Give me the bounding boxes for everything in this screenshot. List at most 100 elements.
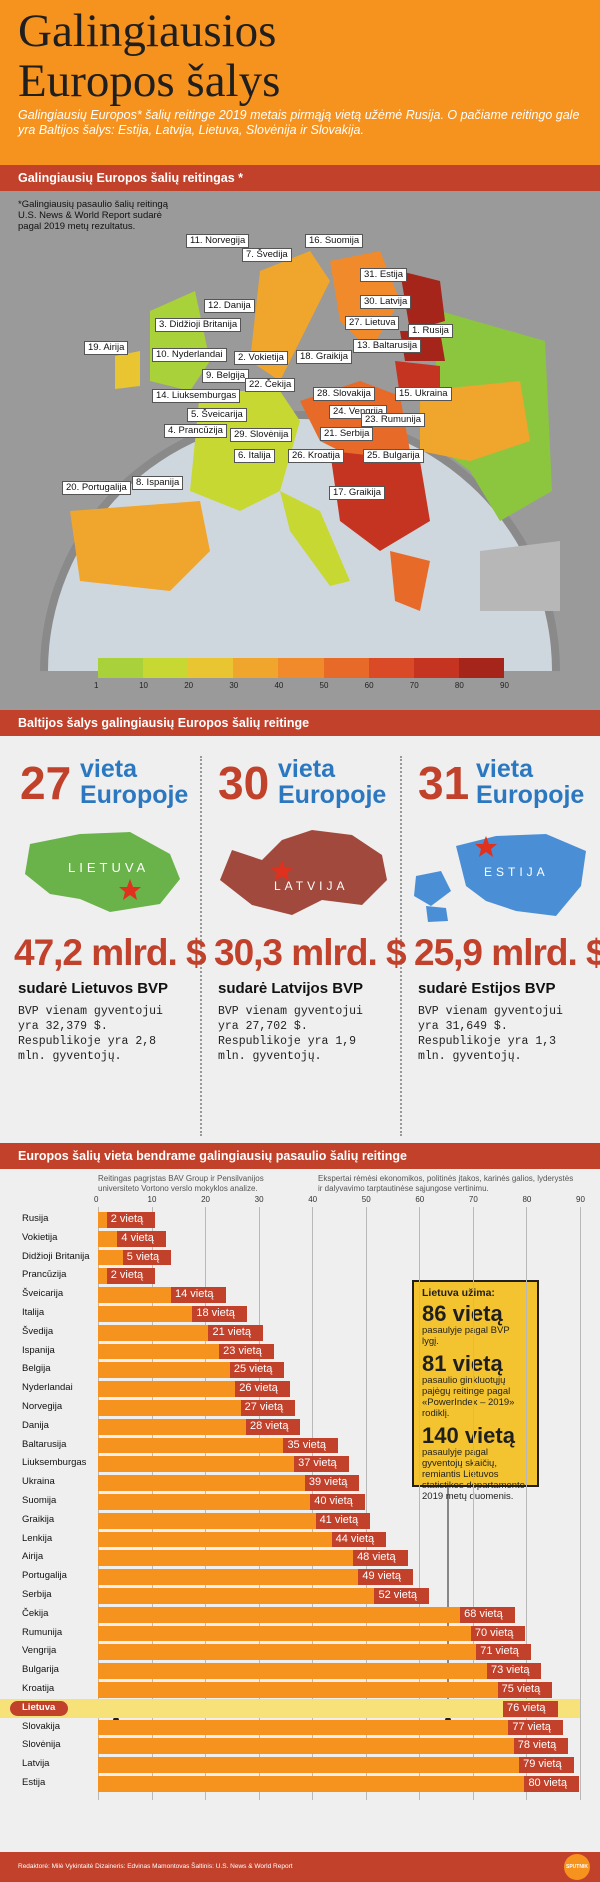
bar [98,1512,318,1529]
turkey-shape [480,541,560,611]
rank-label-2: Europoje [278,781,387,809]
map-label: 13. Baltarusija [353,339,422,353]
bar [98,1362,232,1379]
capital-star-icon [475,836,497,857]
map-label: 1. Rusija [408,324,453,338]
scale-tick-label: 40 [274,681,284,690]
x-tick-label: 50 [361,1195,371,1204]
gdp-caption: sudarė Latvijos BVP [218,980,364,997]
category-label: Vengrija [22,1645,57,1657]
rank-scale-ticks: 1 10 20 30 40 50 60 70 80 90 [94,681,509,693]
lithuania-map-shape: LIETUVA [25,832,180,912]
bar-value-label: 76 vietą [503,1700,558,1717]
gridline [580,1207,581,1800]
estonia-map-shape: ESTIJA [414,834,586,922]
map-section-title: Galingiausių Europos šalių reitingas * [0,165,600,191]
map-country-label: LIETUVA [68,860,149,875]
bar-value-label: 35 vietą [283,1437,338,1454]
scale-tick-label: 70 [409,681,419,690]
bar [98,1701,505,1717]
map-label: 30. Latvija [360,295,412,309]
ireland-shape [115,351,140,389]
map-label: 19. Airija [84,341,129,355]
map-label: 7. Švedija [242,248,292,262]
bar [98,1738,516,1755]
lietuva-callout: Lietuva užima: 86 vietą pasaulyje pagal … [412,1280,539,1502]
bar-value-label: 25 vietą [229,1362,285,1379]
bar [98,1381,238,1397]
scale-swatch [278,658,325,678]
category-label: Didžioji Britanija [22,1250,90,1262]
title-line-2: Europos šalys [18,55,281,107]
rank-label-1: vieta [476,755,533,783]
category-label: Vokietija [22,1231,58,1243]
category-label: Švedija [22,1325,54,1337]
category-label: Čekija [22,1607,49,1619]
category-label: Portugalija [22,1570,67,1582]
bar [98,1268,109,1285]
x-tick-label: 30 [254,1195,264,1204]
category-label: Suomija [22,1495,57,1506]
bar-value-label: 21 vietą [208,1324,263,1341]
map-label: 27. Lietuva [345,316,400,330]
estonia-shape [400,271,445,331]
bar-value-label: 37 vietą [294,1456,349,1473]
map-footnote: *Galingiausių pasaulio šalių reitingą U.… [18,199,168,232]
bar [98,1606,463,1623]
category-label: Rumunija [22,1626,63,1638]
bar [98,1644,479,1661]
map-label: 18. Graikija [296,350,353,364]
bar-value-label: 4 vietą [117,1230,166,1247]
bar [98,1230,120,1247]
bar [98,1418,248,1435]
baltic-col-latvija: 30 vieta Europoje LATVIJA 30,3 mlrd. $ s… [200,736,407,1144]
category-label: Italija [22,1307,45,1318]
scale-tick-label: 30 [229,681,239,690]
x-tick-label: 70 [468,1195,478,1204]
bar-value-label: 2 vietą [106,1268,156,1285]
category-label: Baltarusija [22,1438,67,1450]
x-tick-label: 80 [522,1195,532,1204]
rank-color-scale [98,658,505,678]
callout-text-1: pasaulyje pagal BVP lygį. [422,1325,510,1347]
europe-map-section: *Galingiausių pasaulio šalių reitingą U.… [0,191,600,711]
greece-shape [390,551,430,611]
category-label: Lenkija [22,1532,53,1544]
category-label: Rusija [22,1213,49,1224]
map-label: 20. Portugalija [62,481,131,495]
bar [98,1249,125,1266]
scale-swatch [458,658,505,678]
bar-value-label: 48 vietą [353,1550,408,1567]
highlight-tag [10,1700,68,1716]
callout-value-1: 86 vietą [422,1301,503,1326]
divider [400,756,402,1136]
scale-tick-label: 50 [319,681,329,690]
bar-value-label: 14 vietą [170,1287,226,1303]
map-label: 2. Vokietija [234,351,288,365]
map-label: 9. Belgija [202,369,250,383]
bar-value-label: 41 vietą [315,1512,371,1529]
italy-shape [280,491,350,586]
bar-value-label: 44 vietą [331,1531,387,1548]
gridline [419,1207,421,1800]
gdp-caption: sudarė Lietuvos BVP [18,980,169,997]
bar-value-label: 40 vietą [310,1494,365,1510]
bar [98,1306,195,1322]
category-label: Ukraina [22,1476,55,1488]
scale-swatch [233,658,279,678]
scale-tick-label: 1 [94,681,99,690]
scale-swatch [413,658,460,678]
baltic-section-title: Baltijos šalys galingiausių Europos šali… [0,710,600,736]
world-rank-bar-chart: Reitingas pagrįstas BAV Group ir Pensilv… [0,1169,600,1852]
bar [98,1663,489,1679]
map-label: 28. Slovakija [313,387,375,401]
category-label: Norvegija [22,1401,63,1412]
bar-value-label: 78 vietą [513,1738,569,1755]
bar [98,1569,361,1585]
x-tick-label: 90 [576,1195,585,1204]
scale-swatch [98,658,144,678]
x-tick-label: 10 [147,1195,157,1204]
map-label: 21. Serbija [320,427,374,441]
category-label: Šveicarija [22,1288,64,1300]
map-label: 10. Nyderlandai [152,348,227,362]
